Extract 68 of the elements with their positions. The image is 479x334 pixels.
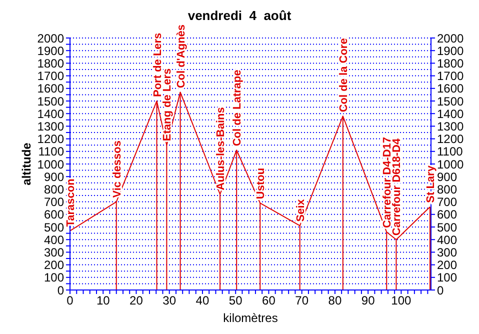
annotation: Port de Lers [152,32,164,97]
chart-title: vendredi 4 août [186,8,292,24]
annotation: Ustou [255,168,268,200]
x-axis-title: kilomètres [223,311,278,325]
y2-tick-label: 1800 [437,56,464,70]
y2-tick-label: 1700 [437,69,464,84]
y-tick-label: 300 [44,245,64,260]
y2-tick-label: 1500 [437,94,464,108]
annotation: Col de la Core [338,38,350,112]
y-tick-label: 1100 [38,144,64,159]
x-tick-label: 20 [130,294,144,308]
y2-tick-label: 0 [437,283,444,298]
x-tick-label: 60 [262,294,276,308]
y-tick-label: 600 [44,208,64,222]
y-tick-label: 700 [44,195,64,210]
annotation: Aulus-les-Bains [215,107,228,190]
x-tick-label: 100 [391,294,412,308]
y-tick-label: 100 [44,270,64,285]
y-tick-label: 1000 [37,157,64,172]
y2-tick-label: 100 [437,270,458,285]
y-tick-label: 2000 [37,31,64,46]
y-axis-title: altitude [19,142,34,186]
y2-tick-label: 1200 [437,132,464,146]
y-tick-label: 900 [44,170,64,184]
y2-tick-label: 2000 [437,31,464,46]
y-tick-label: 1700 [37,69,64,84]
x-tick-label: 70 [295,294,309,308]
x-tick-label: 50 [228,294,243,308]
x-tick-label: 30 [162,294,176,308]
y-tick-label: 1800 [37,56,64,70]
y-tick-label: 500 [44,220,64,234]
y-tick-label: 1400 [37,106,64,121]
y2-tick-label: 600 [437,208,458,222]
annotation: Col d'Agnès [175,24,188,88]
x-tick-label: 10 [96,294,110,308]
y2-tick-label: 1300 [437,119,464,134]
y-tick-label: 0 [57,283,64,298]
y-tick-label: 1600 [37,82,64,96]
y-tick-label: 400 [44,232,64,247]
x-tick-label: 80 [328,294,342,308]
annotation: Etang de Lers [162,68,174,142]
y-tick-label: 1200 [37,132,64,146]
y-tick-label: 200 [44,258,64,272]
y-tick-label: 1500 [37,94,64,108]
y2-tick-label: 1100 [437,144,464,159]
y2-tick-label: 1600 [437,82,464,96]
annotation: Tarascon [65,178,77,227]
y2-tick-label: 400 [437,232,458,247]
y2-tick-label: 1900 [437,44,464,58]
x-tick-label: 0 [66,294,74,308]
y2-tick-label: 1000 [437,157,464,172]
annotation: Seix [294,198,307,222]
y2-tick-label: 1400 [437,106,464,121]
y2-tick-label: 200 [437,258,458,272]
annotation: Vic dessos [111,140,124,198]
y2-tick-label: 700 [437,195,458,210]
annotation: Carrefour D618-D4 [391,138,404,236]
y-tick-label: 800 [44,182,64,196]
y2-tick-label: 900 [437,170,458,184]
y-tick-label: 1900 [37,44,64,58]
y2-tick-label: 500 [437,220,458,234]
x-tick-label: 40 [196,294,210,308]
y2-tick-label: 800 [437,182,458,196]
y2-tick-label: 300 [437,245,458,260]
annotation: Col de Latrape [232,70,244,146]
annotation: St Lary [425,164,438,203]
y-tick-label: 1300 [37,119,64,134]
x-tick-label: 90 [361,294,376,308]
